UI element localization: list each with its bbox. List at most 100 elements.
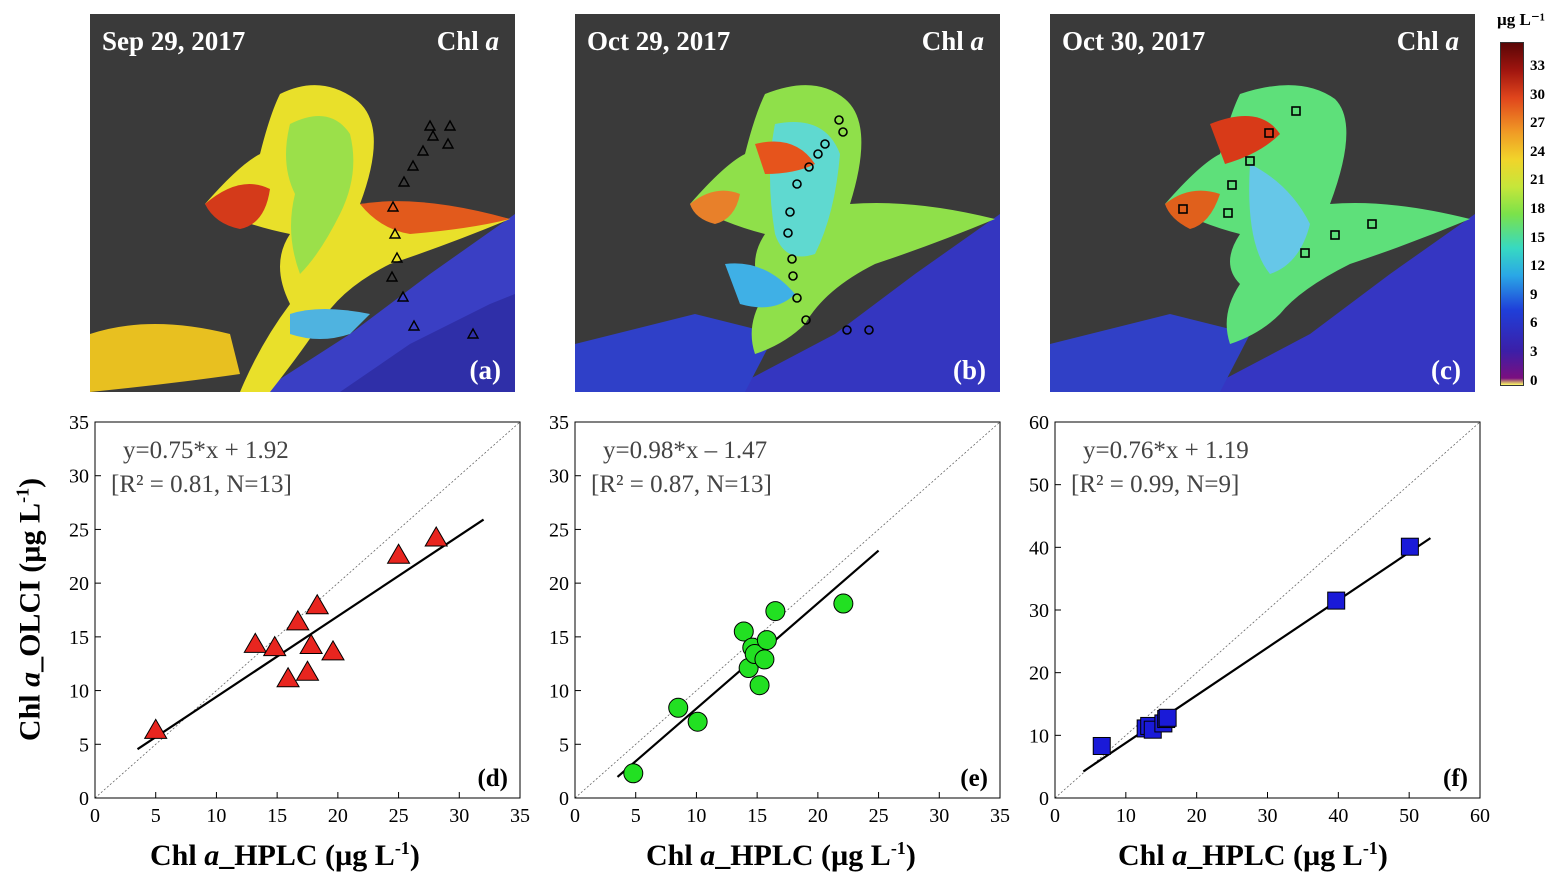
scatter-plot-f: 0 10 20 30 40 50 60 0 10 20 30 40 50 60 y=0.76*x + 1.1… bbox=[1029, 410, 1495, 835]
map-image-a bbox=[90, 85, 515, 392]
data-point bbox=[321, 639, 345, 661]
x-tick-label: 20 bbox=[808, 805, 828, 827]
sample-marker bbox=[1264, 128, 1274, 138]
x-tick-label: 30 bbox=[929, 805, 949, 827]
sample-marker bbox=[396, 290, 410, 302]
y-tick-label: 25 bbox=[69, 519, 89, 541]
colorbar-tick-label: 9 bbox=[1530, 286, 1538, 303]
y-tick-label: 35 bbox=[69, 412, 89, 434]
map-panel-b: Oct 29, 2017 Chl a (b) bbox=[575, 14, 1000, 392]
colorbar-tick-label: 3 bbox=[1530, 344, 1538, 360]
map-panel-a: Sep 29, 2017 Chl a (a) bbox=[90, 14, 515, 392]
sample-marker bbox=[842, 325, 852, 335]
data-point bbox=[285, 609, 310, 631]
sample-marker bbox=[788, 271, 798, 281]
data-point bbox=[295, 660, 320, 681]
regression-line bbox=[1082, 537, 1432, 773]
colorbar-tick-label: 24 bbox=[1530, 143, 1545, 160]
sample-marker bbox=[443, 119, 457, 131]
y-tick-label: 60 bbox=[1029, 412, 1049, 434]
colorbar-tick-label: 12 bbox=[1530, 258, 1545, 275]
x-tick-label: 30 bbox=[449, 805, 469, 827]
y-tick-label: 30 bbox=[549, 466, 569, 488]
y-tick-label: 10 bbox=[549, 681, 569, 703]
y-tick-label: 30 bbox=[69, 466, 89, 488]
data-point bbox=[754, 649, 775, 670]
data-point bbox=[262, 635, 287, 657]
data-point bbox=[276, 666, 300, 688]
sample-marker bbox=[834, 115, 844, 125]
data-point bbox=[299, 633, 324, 654]
y-tick-label: 15 bbox=[549, 627, 569, 649]
regression-equation: y=0.76*x + 1.19 bbox=[1083, 437, 1249, 464]
data-point bbox=[1158, 708, 1177, 727]
regression-stats: [R² = 0.87, N=13] bbox=[591, 471, 772, 498]
x-tick-label: 25 bbox=[389, 805, 409, 827]
data-point bbox=[749, 675, 770, 696]
sample-marker bbox=[407, 319, 421, 331]
sample-marker bbox=[813, 149, 823, 159]
colorbar-tick-label: 15 bbox=[1530, 229, 1545, 246]
sample-marker bbox=[785, 207, 795, 217]
y-tick-label: 10 bbox=[69, 681, 89, 703]
y-axis-label: Chl a_OLCI (µg L-1) bbox=[12, 477, 47, 742]
sample-marker bbox=[1227, 180, 1237, 190]
x-axis-label-e: Chl a_HPLC (µg L-1) bbox=[646, 838, 916, 872]
y-tick-label: 35 bbox=[549, 412, 569, 434]
colorbar-tick-label: 18 bbox=[1530, 201, 1545, 217]
sample-marker bbox=[1291, 106, 1301, 116]
data-point bbox=[424, 526, 449, 547]
y-tick-label: 40 bbox=[1029, 537, 1049, 559]
y-tick-label: 30 bbox=[1029, 600, 1049, 622]
regression-stats: [R² = 0.81, N=13] bbox=[111, 471, 292, 498]
data-point bbox=[1327, 591, 1346, 610]
data-point bbox=[143, 718, 168, 739]
data-point bbox=[756, 630, 777, 651]
x-tick-label: 50 bbox=[1399, 805, 1419, 827]
y-tick-label: 10 bbox=[1029, 725, 1049, 747]
sample-marker bbox=[804, 162, 814, 172]
x-tick-label: 40 bbox=[1328, 805, 1348, 827]
y-tick-label: 5 bbox=[79, 734, 89, 756]
plot-frame bbox=[94, 421, 521, 799]
colorbar-tick-label: 6 bbox=[1530, 315, 1538, 332]
sample-marker bbox=[787, 254, 797, 264]
data-point bbox=[833, 593, 854, 614]
data-point bbox=[1400, 537, 1419, 556]
map-date: Sep 29, 2017 bbox=[102, 26, 246, 56]
sample-marker bbox=[1245, 156, 1255, 166]
data-point bbox=[687, 711, 708, 732]
sample-marker bbox=[390, 251, 404, 263]
sample-marker bbox=[406, 159, 420, 171]
map-variable: Chl a bbox=[1396, 26, 1459, 56]
sample-marker bbox=[416, 144, 430, 156]
sample-marker bbox=[423, 119, 437, 131]
panel-label: (e) bbox=[960, 765, 988, 792]
colorbar-tick-label: 0 bbox=[1530, 372, 1538, 389]
sample-marker bbox=[1330, 230, 1340, 240]
x-tick-label: 20 bbox=[328, 805, 348, 827]
sample-marker bbox=[441, 137, 455, 149]
x-tick-label: 10 bbox=[686, 805, 706, 827]
map-variable: Chl a bbox=[921, 26, 984, 56]
panel-label: (c) bbox=[1431, 355, 1461, 385]
x-tick-label: 10 bbox=[206, 805, 226, 827]
regression-equation: y=0.98*x – 1.47 bbox=[603, 437, 767, 464]
x-tick-label: 15 bbox=[267, 805, 287, 827]
y-tick-label: 50 bbox=[1029, 475, 1049, 497]
map-panel-c: Oct 30, 2017 Chl a (c) bbox=[1050, 14, 1475, 392]
sample-marker bbox=[1367, 219, 1377, 229]
sample-marker bbox=[1300, 248, 1310, 258]
x-axis-label-d: Chl a_HPLC (µg L-1) bbox=[150, 838, 420, 872]
x-tick-label: 20 bbox=[1187, 805, 1207, 827]
regression-equation: y=0.75*x + 1.92 bbox=[123, 437, 289, 464]
colorbar-tick-label: 27 bbox=[1530, 115, 1545, 132]
data-point bbox=[386, 543, 411, 564]
sample-marker bbox=[388, 227, 402, 239]
data-point bbox=[623, 763, 644, 784]
colorbar-tick-label: 30 bbox=[1530, 86, 1545, 103]
panel-label: (b) bbox=[953, 355, 986, 385]
x-tick-label: 25 bbox=[869, 805, 889, 827]
colorbar-unit: µg L⁻¹ bbox=[1497, 10, 1545, 29]
sample-marker bbox=[385, 270, 399, 282]
